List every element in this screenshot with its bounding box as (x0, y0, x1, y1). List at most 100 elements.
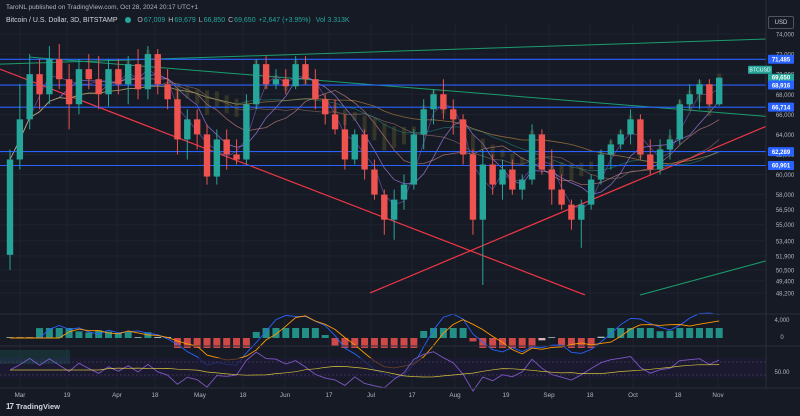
x-tick-label: Sep (543, 392, 555, 399)
macd-bar (154, 336, 162, 338)
macd-bar (489, 338, 497, 348)
candle-body (666, 139, 674, 150)
upper-channel-line (0, 38, 767, 65)
candle-body (607, 144, 615, 155)
y-tick-label: 66,000 (776, 113, 795, 119)
symbol-info: Bitcoin / U.S. Dollar, 3D, BITSTAMP O67,… (6, 17, 353, 24)
macd-bar (548, 337, 556, 338)
macd-bar (242, 338, 250, 348)
ohlc-label: H (168, 17, 174, 24)
level-price-box (768, 54, 794, 64)
cloud-bar (470, 134, 475, 159)
macd-bar (420, 330, 428, 338)
tradingview-brand: 17 TradingView (6, 402, 60, 411)
level-price-box (768, 102, 794, 112)
candle-body (253, 64, 260, 105)
candle-body (647, 154, 654, 170)
x-tick-label: Jun (280, 392, 291, 399)
x-tick-label: Mar (15, 392, 26, 399)
ohlc-value: 67,009 (143, 17, 166, 24)
macd-bar (36, 328, 44, 338)
macd-bar (341, 338, 349, 348)
macd-bar (617, 328, 625, 338)
candle-body (46, 59, 53, 95)
macd-tick-label: 4,000 (774, 318, 790, 324)
lower-channel-line (639, 260, 767, 296)
macd-bar (302, 328, 309, 338)
macd-bar (390, 338, 398, 348)
macd-bar (173, 338, 181, 348)
level-price-label: 66,714 (772, 105, 791, 111)
candle-body (420, 109, 427, 135)
candle-body (115, 69, 122, 85)
level-price-label: 68,916 (772, 83, 791, 89)
y-tick-label: 60,000 (776, 173, 795, 179)
candle-body (75, 69, 83, 105)
cloud-bar (352, 112, 357, 121)
candle-body (262, 64, 270, 85)
macd-bar (311, 328, 319, 338)
volume-value: Vol 3.313K (315, 17, 350, 24)
y-tick-label: 58,000 (776, 193, 795, 199)
candle-body (184, 119, 191, 140)
candle-body (134, 64, 142, 90)
publish-info: TaroNL published on TradingView.com, Oct… (6, 4, 199, 11)
y-tick-label: 53,400 (776, 239, 795, 245)
macd-bar (666, 330, 674, 338)
y-tick-label: 48,200 (776, 291, 795, 297)
candle-body (578, 204, 585, 220)
macd-bar (85, 332, 93, 338)
level-price-box (768, 161, 794, 171)
candle-body (597, 154, 605, 180)
level-price-label: 62,289 (772, 150, 791, 156)
x-tick-label: Oct (628, 392, 638, 399)
x-tick-label: 18 (239, 392, 247, 399)
brand-name: TradingView (15, 402, 60, 411)
ohlc-values: O67,009 H69,679 L66,850 C69,650 +2,647 (+3.9… (137, 17, 313, 24)
candle-body (676, 104, 683, 140)
candle-body (489, 164, 496, 185)
y-tick-label: 74,000 (776, 33, 795, 39)
candle-body (302, 64, 309, 80)
candle-body (292, 64, 299, 87)
candle-body (450, 109, 457, 120)
candle-body (627, 119, 634, 135)
macd-bar (656, 331, 664, 338)
currency-button[interactable]: USD (768, 16, 794, 29)
level-price-box (768, 147, 794, 157)
symbol-tag (748, 65, 772, 74)
cloud-bar (480, 138, 485, 149)
candle-body (469, 154, 477, 220)
macd-pane (6, 312, 723, 379)
candle-body (164, 84, 171, 100)
candle-body (193, 119, 201, 135)
time-axis[interactable]: Mar 19 Apr 18 May 18 Jun 17 Jul 17 Aug 19 Sep 18 Oct 18… (0, 387, 800, 399)
level-price-label: 71,485 (772, 57, 791, 63)
y-tick-label: 64,000 (776, 133, 795, 139)
candle-body (479, 164, 486, 220)
candle-body (548, 169, 555, 190)
candle-body (509, 169, 516, 190)
macd-bar (114, 333, 122, 338)
x-tick-label: 18 (586, 392, 594, 399)
y-tick-label: 56,500 (776, 208, 795, 214)
macd-bar (351, 338, 359, 348)
rsi-overbought-fill (0, 350, 70, 364)
x-tick-label: Jul (367, 392, 375, 399)
macd-bar (627, 328, 635, 338)
x-tick-label: May (194, 392, 207, 399)
x-tick-label: 17 (325, 392, 333, 399)
macd-bar (686, 328, 694, 338)
macd-bar (479, 338, 487, 348)
macd-bar (459, 328, 467, 338)
candlesticks[interactable] (6, 44, 723, 285)
candle-body (243, 104, 250, 160)
x-tick-label: Nov (712, 392, 724, 399)
ohlc-label: O (137, 17, 143, 24)
candle-body (499, 169, 506, 185)
candle-body (312, 79, 319, 100)
cloud-bar (520, 156, 525, 166)
candle-body (36, 74, 43, 95)
